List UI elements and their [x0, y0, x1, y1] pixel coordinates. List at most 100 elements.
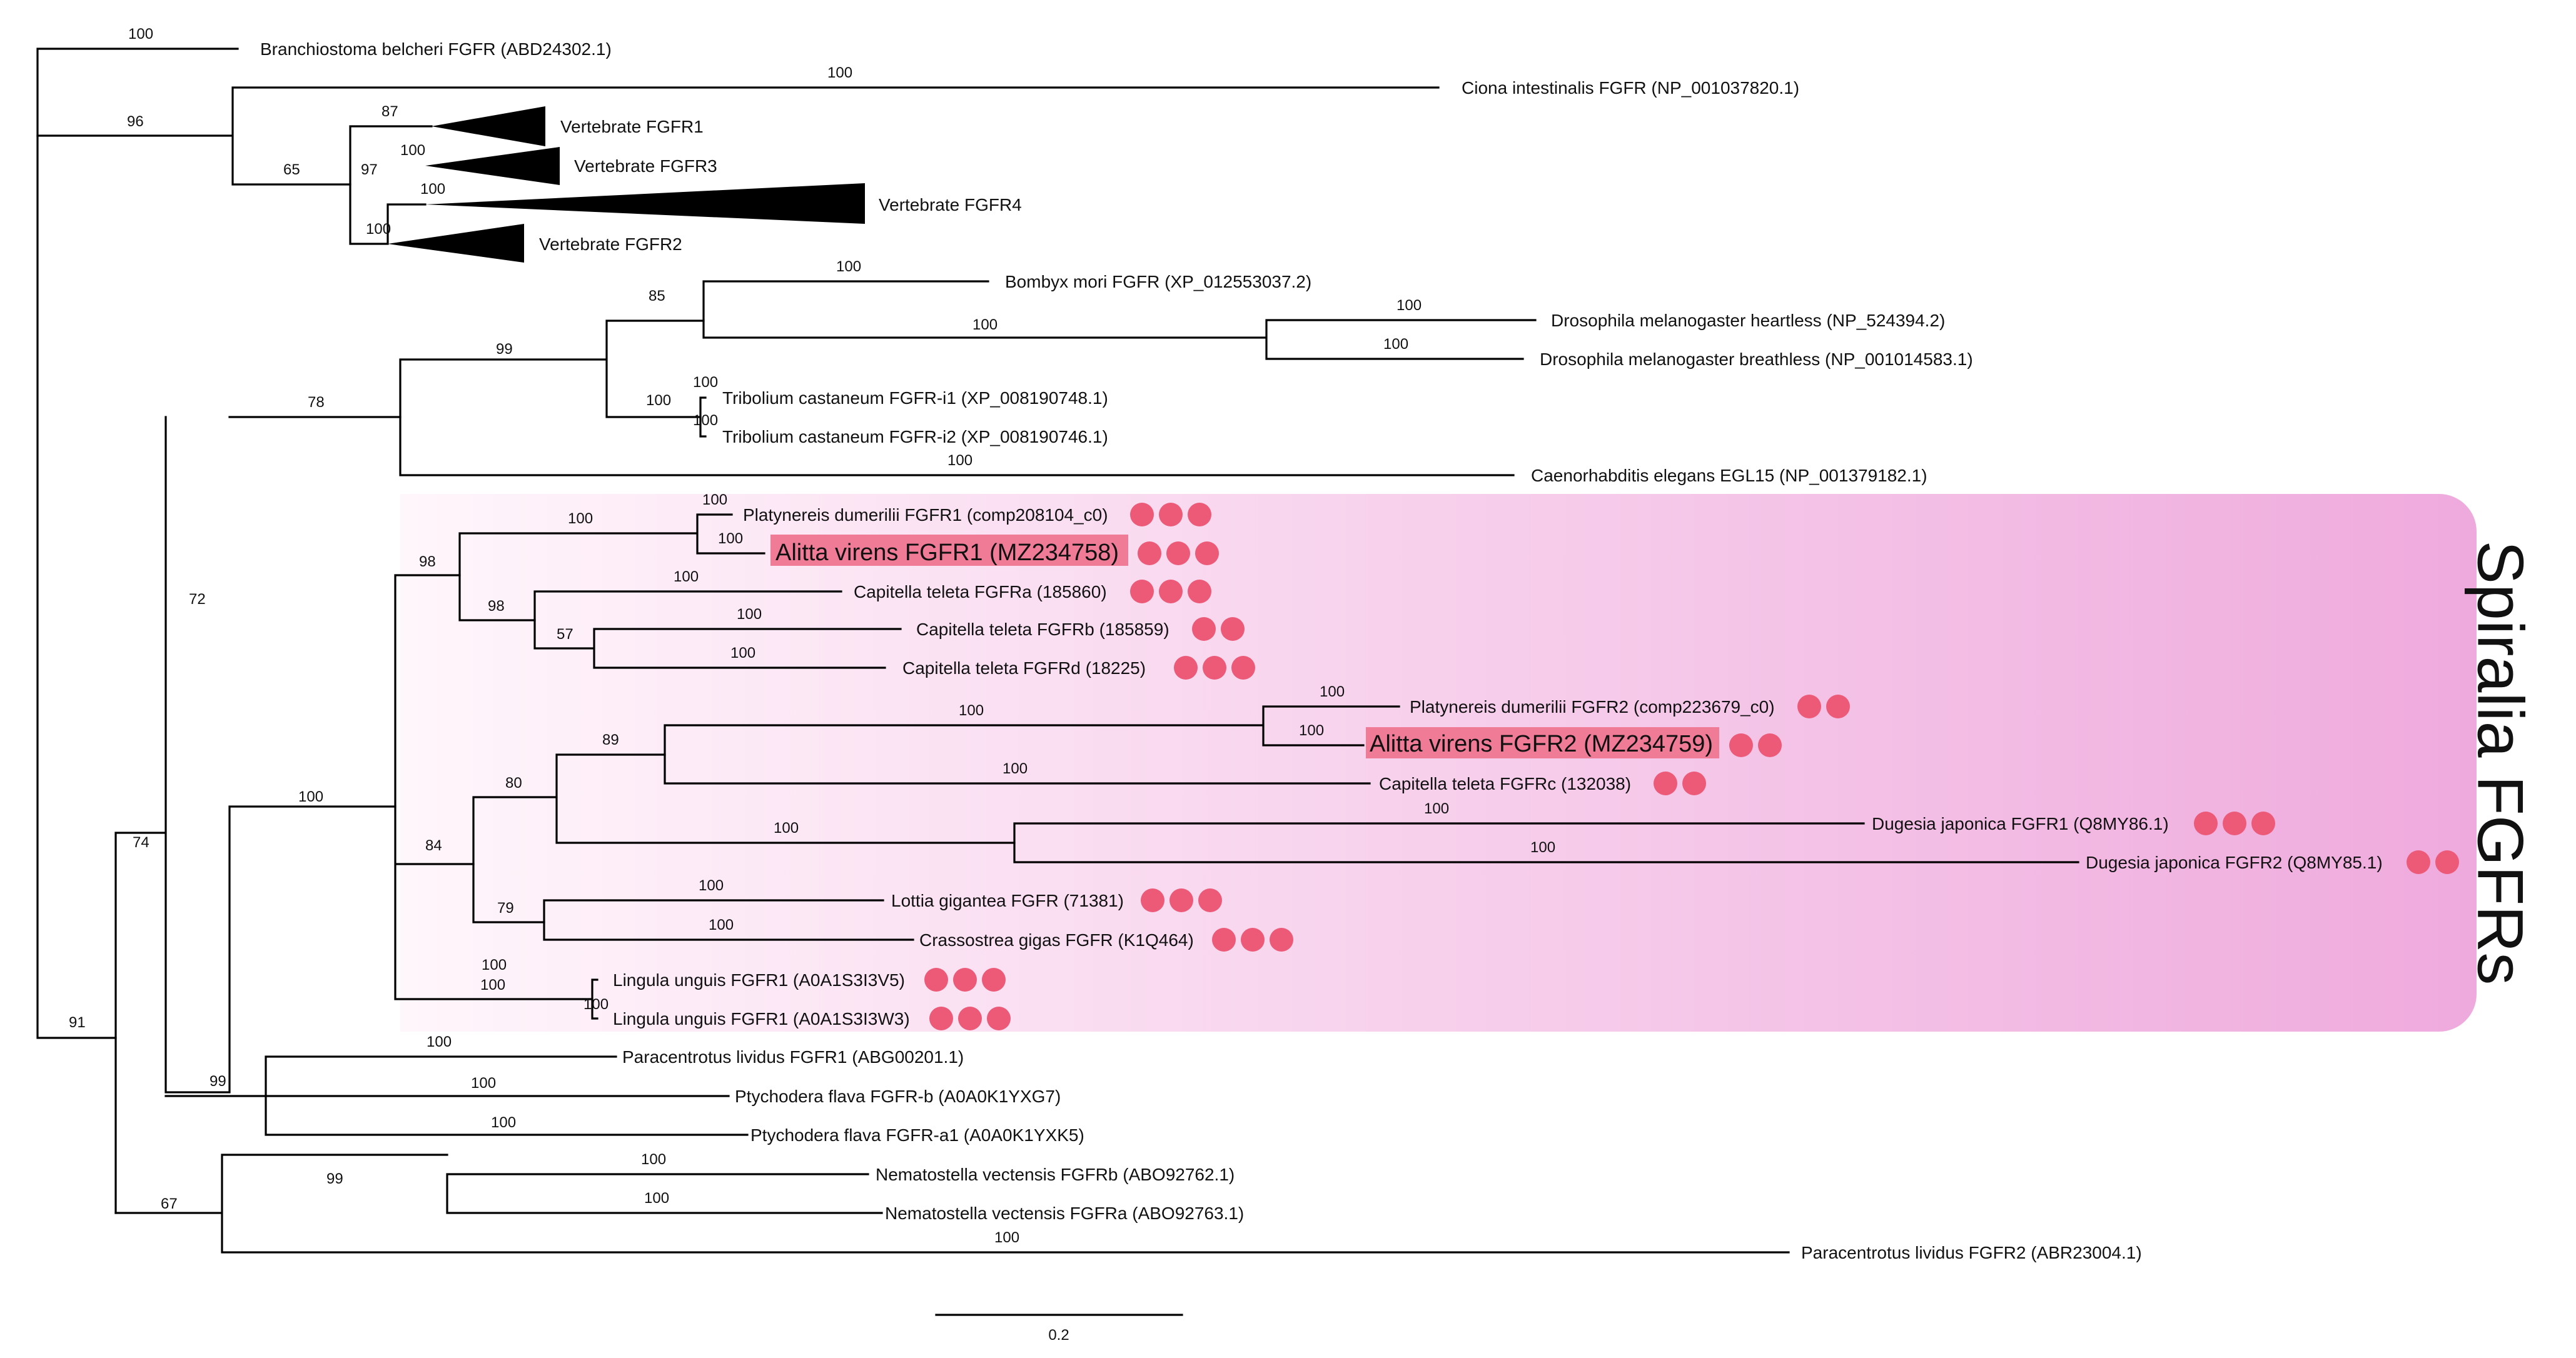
- tree-branches: [36, 48, 2079, 1254]
- bootstrap-label: 100: [427, 1034, 452, 1050]
- domain-dot: [1192, 617, 1216, 641]
- taxon-label: Vertebrate FGFR1: [560, 117, 704, 136]
- taxon-label: Capitella teleta FGFRc (132038): [1379, 774, 1631, 793]
- bootstrap-label: 100: [1397, 297, 1422, 314]
- taxon-label: Drosophila melanogaster breathless (NP_0…: [1540, 350, 1973, 369]
- bootstrap-label: 100: [400, 142, 425, 159]
- taxon-label: Paracentrotus lividus FGFR1 (ABG00201.1): [622, 1047, 964, 1067]
- spiralia-fgfrs-label: Spiralia FGFRs: [2464, 541, 2537, 985]
- taxon-label: Tribolium castaneum FGFR-i2 (XP_00819074…: [722, 427, 1108, 446]
- bootstrap-label: 100: [568, 510, 593, 527]
- domain-dot: [1130, 503, 1154, 526]
- taxon-label: Lingula unguis FGFR1 (A0A1S3I3W3): [613, 1009, 910, 1029]
- bootstrap-label: 100: [644, 1190, 669, 1207]
- bootstrap-label: 100: [702, 491, 727, 508]
- bootstrap-label: 78: [308, 394, 325, 411]
- bootstrap-label: 100: [298, 788, 323, 805]
- bootstrap-label: 100: [1383, 336, 1408, 353]
- domain-dot: [1138, 541, 1161, 565]
- bootstrap-label: 98: [488, 598, 505, 615]
- bootstrap-label: 100: [482, 957, 507, 973]
- bootstrap-label: 100: [709, 917, 734, 933]
- taxon-label: Dugesia japonica FGFR1 (Q8MY86.1): [1872, 814, 2169, 833]
- domain-dot: [1169, 888, 1193, 912]
- spiralia-band: [400, 494, 2477, 1032]
- bootstrap-label: 65: [283, 161, 300, 178]
- bootstrap-label: 91: [69, 1014, 86, 1031]
- taxon-label: Ptychodera flava FGFR-a1 (A0A0K1YXK5): [750, 1125, 1084, 1145]
- bootstrap-label: 87: [381, 103, 398, 120]
- taxon-label: Platynereis dumerilii FGFR2 (comp223679_…: [1410, 697, 1775, 717]
- bootstrap-label: 100: [699, 877, 724, 894]
- bootstrap-label: 100: [693, 412, 718, 429]
- bootstrap-label: 100: [646, 392, 671, 409]
- bootstrap-label: 100: [836, 258, 861, 275]
- taxon-label: Ciona intestinalis FGFR (NP_001037820.1): [1462, 78, 1799, 98]
- domain-dot: [1166, 541, 1190, 565]
- taxon-label: Vertebrate FGFR3: [574, 156, 717, 176]
- bootstrap-label: 100: [583, 996, 609, 1013]
- taxon-label: Vertebrate FGFR4: [879, 195, 1022, 214]
- domain-dot: [1195, 541, 1219, 565]
- domain-dot: [1203, 656, 1226, 680]
- bootstrap-label: 100: [491, 1114, 516, 1131]
- bootstrap-label: 84: [425, 837, 442, 854]
- domain-dot: [1159, 580, 1183, 603]
- taxon-label: Capitella teleta FGFRd (18225): [902, 658, 1146, 678]
- bootstrap-label: 100: [737, 606, 762, 623]
- alitta-fgfr2-highlight: [1366, 727, 1719, 758]
- collapsed-clades: [388, 106, 865, 263]
- domain-dot: [1231, 656, 1255, 680]
- domain-dot: [1682, 772, 1706, 795]
- vertebrate-fgfr1-clade: [432, 106, 545, 146]
- bootstrap-label: 89: [602, 732, 619, 748]
- bootstrap-label: 100: [480, 977, 505, 993]
- bootstrap-label: 100: [959, 702, 984, 719]
- domain-dot: [1758, 733, 1782, 757]
- domain-dot: [1221, 617, 1245, 641]
- taxon-label: Drosophila melanogaster heartless (NP_52…: [1551, 311, 1945, 330]
- taxon-label: Nematostella vectensis FGFRa (ABO92763.1…: [885, 1204, 1244, 1223]
- taxon-label: Caenorhabditis elegans EGL15 (NP_0013791…: [1531, 466, 1927, 485]
- bootstrap-label: 100: [1530, 839, 1555, 856]
- domain-dot: [987, 1007, 1011, 1030]
- domain-dot: [924, 968, 948, 992]
- bootstrap-label: 99: [210, 1073, 226, 1090]
- vertebrate-fgfr3-clade: [425, 147, 560, 185]
- bootstrap-label: 100: [366, 221, 391, 238]
- bootstrap-label: 100: [471, 1075, 496, 1092]
- taxon-label: Lingula unguis FGFR1 (A0A1S3I3V5): [613, 970, 905, 990]
- domain-dot: [1159, 503, 1183, 526]
- bootstrap-label: 99: [496, 341, 513, 358]
- bootstrap-label: 99: [326, 1170, 343, 1187]
- bootstrap-label: 100: [1424, 800, 1449, 817]
- scale-bar-label: 0.2: [1048, 1327, 1069, 1344]
- taxon-label: Tribolium castaneum FGFR-i1 (XP_00819074…: [722, 388, 1108, 408]
- domain-dot: [1797, 695, 1821, 718]
- taxon-label: Crassostrea gigas FGFR (K1Q464): [919, 930, 1194, 950]
- domain-dot: [1188, 580, 1211, 603]
- bootstrap-label: 98: [419, 553, 436, 570]
- bootstrap-label: 97: [361, 161, 378, 178]
- bootstrap-label: 100: [1299, 722, 1324, 739]
- bootstrap-label: 79: [497, 900, 514, 917]
- domain-dot: [1141, 888, 1164, 912]
- domain-dot: [1654, 772, 1677, 795]
- taxon-label: Branchiostoma belcheri FGFR (ABD24302.1): [260, 39, 612, 59]
- taxon-label: Paracentrotus lividus FGFR2 (ABR23004.1): [1801, 1243, 2142, 1262]
- bootstrap-label: 57: [557, 626, 573, 643]
- bootstrap-label: 100: [827, 64, 852, 81]
- bootstrap-label: 100: [947, 452, 972, 469]
- bootstrap-label: 74: [133, 834, 149, 851]
- vertebrate-fgfr2-clade: [388, 224, 524, 263]
- taxon-label: Dugesia japonica FGFR2 (Q8MY85.1): [2086, 853, 2383, 872]
- domain-dot: [1212, 928, 1236, 952]
- bootstrap-values: 100 100 96 87 65 97 100 100 100 100 85 1…: [69, 26, 1555, 1246]
- bootstrap-label: 100: [420, 181, 445, 198]
- bootstrap-label: 100: [674, 568, 699, 585]
- bootstrap-label: 100: [972, 316, 998, 333]
- domain-dot: [2435, 850, 2459, 874]
- taxon-label: Bombyx mori FGFR (XP_012553037.2): [1005, 272, 1311, 291]
- bootstrap-label: 100: [994, 1229, 1019, 1246]
